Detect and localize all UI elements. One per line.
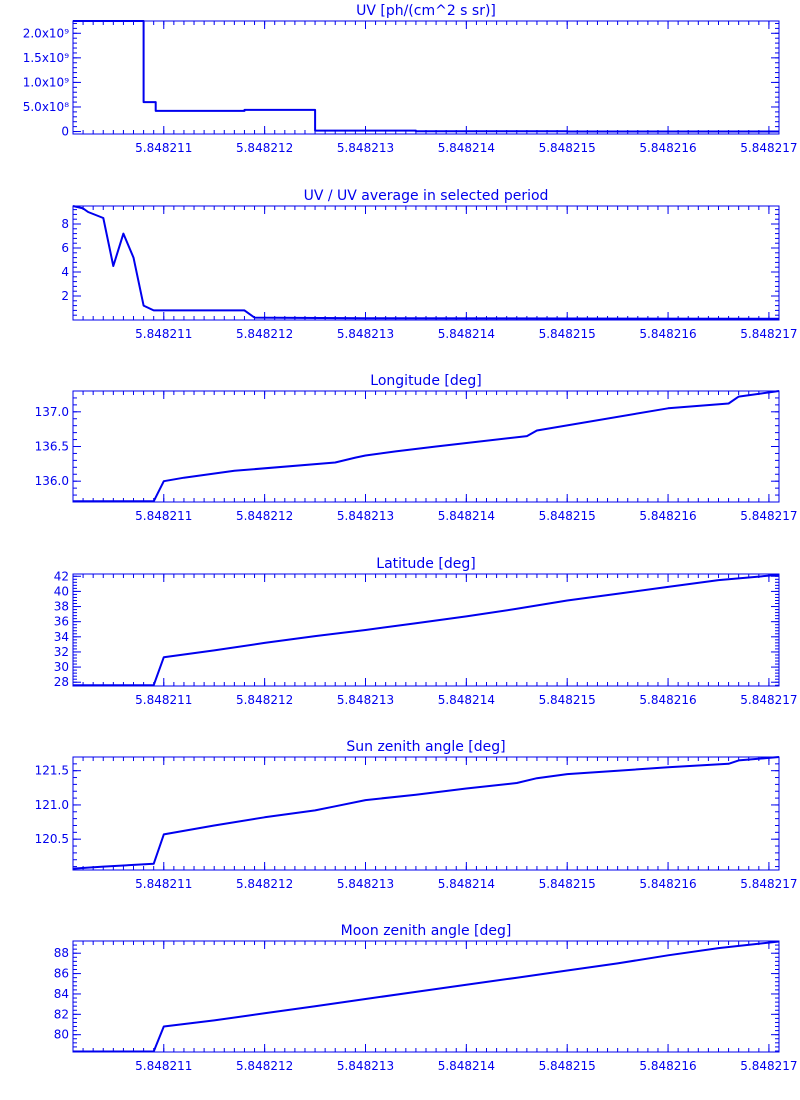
x-tick-label: 5.848214 bbox=[438, 141, 495, 155]
chart-panel-6: Moon zenith angle [deg] 5.848211 5.848212 5… bbox=[54, 923, 798, 1073]
chart-panel-5: Sun zenith angle [deg] 5.848211 5.848212 5.… bbox=[35, 739, 798, 891]
x-tick-label: 5.848213 bbox=[337, 1059, 394, 1073]
chart-title: Latitude [deg] bbox=[376, 556, 475, 572]
x-tick-label: 5.848217 bbox=[740, 141, 797, 155]
y-tick-label: 6 bbox=[61, 241, 69, 255]
x-tick-label: 5.848212 bbox=[236, 509, 293, 523]
y-tick-label: 38 bbox=[54, 600, 69, 614]
x-tick-label: 5.848215 bbox=[539, 1059, 596, 1073]
x-tick-label: 5.848216 bbox=[639, 693, 696, 707]
x-tick-label: 5.848213 bbox=[337, 509, 394, 523]
x-tick-label: 5.848211 bbox=[135, 509, 192, 523]
y-tick-label: 136.0 bbox=[35, 474, 69, 488]
x-tick-label: 5.848213 bbox=[337, 141, 394, 155]
series-line-1 bbox=[73, 940, 780, 1053]
x-tick-label: 5.848214 bbox=[438, 877, 495, 891]
series-line-1 bbox=[72, 205, 780, 320]
x-tick-label: 5.848212 bbox=[236, 141, 293, 155]
y-tick-label: 4 bbox=[61, 265, 69, 279]
x-tick-label: 5.848213 bbox=[337, 693, 394, 707]
series-line-1 bbox=[73, 573, 780, 687]
x-tick-label: 5.848217 bbox=[740, 693, 797, 707]
x-tick-label: 5.848211 bbox=[135, 141, 192, 155]
x-tick-label: 5.848217 bbox=[740, 877, 797, 891]
chart-panel-3: Longitude [deg] 5.848211 5.848212 5.848213 5… bbox=[35, 373, 798, 523]
chart-title: UV / UV average in selected period bbox=[304, 188, 549, 204]
chart-panel-2: UV / UV average in selected period 5.8482… bbox=[61, 188, 797, 341]
series-line-1 bbox=[73, 20, 779, 133]
x-tick-label: 5.848215 bbox=[539, 327, 596, 341]
x-tick-label: 5.848212 bbox=[236, 1059, 293, 1073]
y-tick-label: 1.5x10⁹ bbox=[23, 51, 69, 65]
series-line-1 bbox=[72, 756, 780, 870]
x-tick-label: 5.848213 bbox=[337, 877, 394, 891]
x-tick-label: 5.848215 bbox=[539, 141, 596, 155]
x-tick-label: 5.848217 bbox=[740, 509, 797, 523]
chart-title: Moon zenith angle [deg] bbox=[341, 923, 512, 939]
y-tick-label: 28 bbox=[54, 675, 69, 689]
x-tick-label: 5.848216 bbox=[639, 141, 696, 155]
x-tick-label: 5.848216 bbox=[639, 1059, 696, 1073]
y-tick-label: 40 bbox=[54, 584, 69, 598]
x-tick-label: 5.848211 bbox=[135, 1059, 192, 1073]
x-tick-label: 5.848211 bbox=[135, 877, 192, 891]
y-tick-label: 136.5 bbox=[35, 440, 69, 454]
x-tick-label: 5.848217 bbox=[740, 1059, 797, 1073]
x-tick-label: 5.848211 bbox=[135, 693, 192, 707]
x-tick-label: 5.848215 bbox=[539, 877, 596, 891]
y-tick-label: 86 bbox=[54, 967, 69, 981]
y-tick-label: 120.5 bbox=[35, 832, 69, 846]
y-tick-label: 121.5 bbox=[35, 764, 69, 778]
plot-frame bbox=[72, 205, 780, 321]
x-tick-label: 5.848216 bbox=[639, 877, 696, 891]
plot-frame bbox=[72, 940, 780, 1053]
plot-frame bbox=[72, 573, 780, 687]
x-tick-label: 5.848212 bbox=[236, 327, 293, 341]
x-tick-label: 5.848212 bbox=[236, 693, 293, 707]
y-tick-label: 36 bbox=[54, 615, 69, 629]
x-tick-label: 5.848214 bbox=[438, 693, 495, 707]
y-tick-label: 1.0x10⁹ bbox=[23, 75, 69, 89]
y-tick-label: 8 bbox=[61, 217, 69, 231]
chart-panel-4: Latitude [deg] 5.848211 5.848212 5.848213 5.… bbox=[54, 556, 798, 707]
x-tick-label: 5.848215 bbox=[539, 509, 596, 523]
y-tick-label: 0 bbox=[61, 125, 69, 139]
y-tick-label: 2.0x10⁹ bbox=[23, 26, 69, 40]
chart-panel-1: UV [ph/(cm^2 s sr)] 5.848211 5.848212 5.848… bbox=[23, 3, 798, 155]
y-tick-label: 82 bbox=[54, 1007, 69, 1021]
y-tick-label: 2 bbox=[61, 289, 69, 303]
y-tick-label: 80 bbox=[54, 1028, 69, 1042]
y-tick-label: 5.0x10⁸ bbox=[23, 100, 69, 114]
x-tick-label: 5.848217 bbox=[740, 327, 797, 341]
x-tick-label: 5.848213 bbox=[337, 327, 394, 341]
x-tick-label: 5.848216 bbox=[639, 327, 696, 341]
x-tick-label: 5.848214 bbox=[438, 327, 495, 341]
x-tick-label: 5.848212 bbox=[236, 877, 293, 891]
chart-title: Longitude [deg] bbox=[370, 373, 481, 389]
x-tick-label: 5.848216 bbox=[639, 509, 696, 523]
y-tick-label: 84 bbox=[54, 987, 69, 1001]
x-tick-label: 5.848211 bbox=[135, 327, 192, 341]
y-tick-label: 137.0 bbox=[35, 405, 69, 419]
chart-title: UV [ph/(cm^2 s sr)] bbox=[356, 3, 496, 19]
plot-frame bbox=[72, 20, 780, 135]
x-tick-label: 5.848214 bbox=[438, 1059, 495, 1073]
y-tick-label: 121.0 bbox=[35, 798, 69, 812]
y-tick-label: 32 bbox=[54, 645, 69, 659]
y-tick-label: 30 bbox=[54, 660, 69, 674]
series-line-1 bbox=[73, 390, 780, 503]
y-tick-label: 34 bbox=[54, 630, 69, 644]
y-tick-label: 88 bbox=[54, 946, 69, 960]
x-tick-label: 5.848214 bbox=[438, 509, 495, 523]
x-tick-label: 5.848215 bbox=[539, 693, 596, 707]
chart-title: Sun zenith angle [deg] bbox=[346, 739, 505, 755]
y-tick-label: 42 bbox=[54, 569, 69, 583]
plot-frame bbox=[72, 756, 780, 871]
